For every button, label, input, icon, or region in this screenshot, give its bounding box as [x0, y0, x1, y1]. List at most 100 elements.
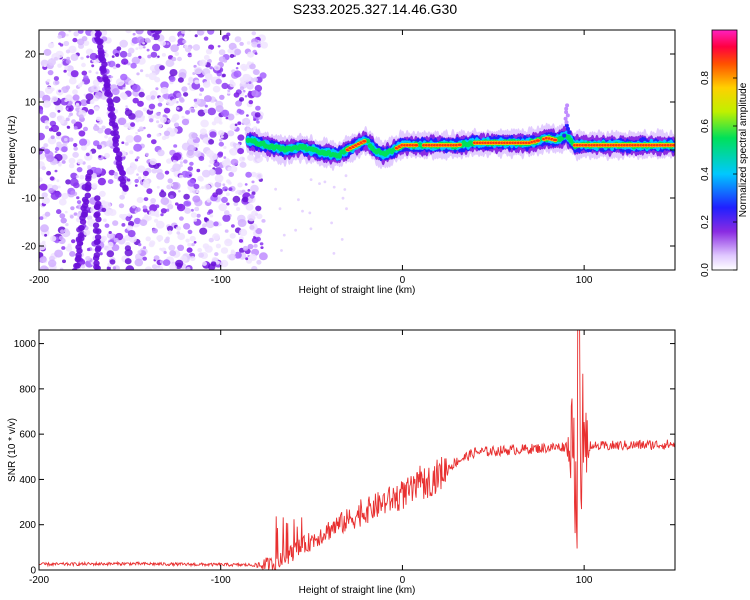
noise-speckle	[204, 95, 212, 103]
ridge-core-peak	[671, 143, 675, 147]
noise-speckle	[73, 146, 78, 151]
noise-speckle	[144, 37, 151, 43]
noise-speckle	[282, 233, 286, 237]
noise-speckle	[113, 237, 119, 243]
noise-streak-dot	[71, 268, 78, 270]
noise-speckle	[126, 225, 133, 231]
noise-speckle	[242, 73, 252, 82]
noise-streak-dot	[84, 185, 92, 192]
noise-speckle	[197, 109, 206, 117]
noise-speckle	[39, 132, 45, 141]
noise-speckle	[49, 176, 55, 181]
noise-speckle	[73, 182, 80, 189]
noise-speckle	[223, 156, 227, 159]
noise-speckle	[169, 250, 177, 257]
noise-speckle	[62, 259, 66, 264]
noise-speckle	[63, 69, 67, 73]
noise-speckle	[239, 97, 245, 102]
noise-speckle	[40, 224, 49, 233]
noise-speckle	[145, 94, 153, 101]
noise-speckle	[68, 45, 77, 54]
noise-speckle	[135, 119, 140, 123]
noise-speckle	[208, 209, 214, 214]
noise-speckle	[39, 183, 48, 191]
noise-speckle	[68, 77, 77, 85]
noise-speckle	[142, 246, 147, 250]
noise-speckle	[94, 106, 100, 112]
noise-speckle	[190, 108, 196, 113]
noise-speckle	[237, 121, 242, 125]
noise-speckle	[222, 183, 226, 186]
noise-speckle	[72, 94, 80, 101]
noise-speckle	[169, 76, 176, 82]
noise-speckle	[119, 214, 124, 219]
noise-speckle	[253, 118, 257, 121]
noise-speckle	[76, 196, 80, 200]
noise-speckle	[96, 144, 102, 150]
noise-speckle	[255, 236, 261, 242]
ridge-spike	[564, 120, 569, 125]
noise-streak-dot	[94, 246, 102, 253]
noise-speckle	[173, 144, 178, 148]
noise-speckle	[236, 189, 240, 193]
noise-speckle	[163, 251, 167, 254]
noise-speckle	[184, 207, 192, 214]
ridge-layer	[245, 103, 675, 171]
y-tick-label: 400	[19, 475, 36, 486]
noise-speckle	[209, 66, 213, 70]
noise-speckle	[68, 137, 74, 142]
noise-speckle	[209, 131, 217, 138]
noise-speckle	[219, 138, 223, 142]
noise-speckle	[118, 203, 125, 209]
noise-speckle	[193, 183, 200, 190]
noise-speckle	[175, 259, 184, 268]
noise-speckle	[65, 59, 71, 64]
noise-speckle	[235, 100, 243, 107]
noise-speckle	[256, 259, 262, 265]
noise-speckle	[247, 189, 251, 192]
noise-speckle	[148, 72, 157, 81]
noise-speckle	[135, 47, 139, 50]
noise-speckle	[224, 210, 230, 216]
noise-speckle	[229, 233, 236, 239]
noise-speckle	[125, 135, 134, 143]
noise-speckle	[187, 166, 193, 172]
noise-streak-dot	[79, 218, 87, 225]
noise-speckle	[69, 215, 74, 219]
noise-speckle	[212, 233, 220, 241]
colorbar-ticks: 0.0 0.2 0.4 0.6 0.8	[700, 71, 737, 277]
noise-speckle	[65, 245, 73, 252]
noise-speckle	[85, 256, 91, 261]
noise-speckle	[121, 223, 126, 227]
noise-streak-dot	[94, 265, 101, 270]
ridge-spike	[566, 126, 570, 131]
noise-speckle	[189, 256, 196, 262]
noise-speckle	[146, 133, 152, 138]
noise-speckle	[171, 127, 178, 134]
noise-speckle	[46, 78, 51, 83]
noise-speckle	[64, 228, 69, 233]
noise-speckle	[162, 259, 171, 266]
noise-speckle	[97, 77, 104, 83]
noise-speckle	[169, 195, 174, 199]
noise-speckle	[203, 109, 209, 114]
noise-speckle	[150, 95, 156, 100]
noise-speckle	[280, 249, 283, 252]
noise-speckle	[172, 113, 180, 121]
noise-speckle	[71, 119, 77, 124]
noise-speckle	[197, 30, 205, 36]
noise-speckle	[106, 232, 114, 239]
noise-speckle	[48, 127, 54, 132]
noise-speckle	[221, 109, 230, 118]
noise-speckle	[188, 131, 198, 140]
noise-speckle	[233, 201, 239, 207]
noise-speckle	[330, 221, 333, 225]
noise-speckle	[148, 118, 154, 123]
noise-speckle	[214, 167, 223, 175]
noise-speckle	[138, 91, 145, 98]
noise-speckle	[164, 238, 170, 244]
noise-speckle	[169, 69, 178, 77]
noise-speckle	[39, 177, 43, 182]
